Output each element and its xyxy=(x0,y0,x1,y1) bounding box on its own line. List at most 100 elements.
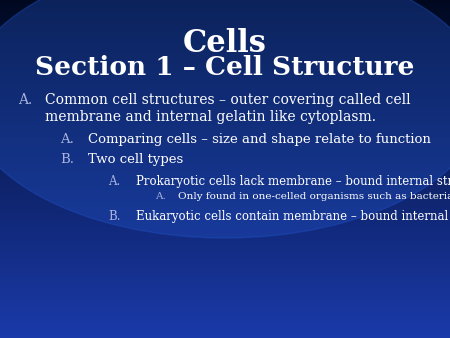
Bar xyxy=(0,1,450,3)
Bar xyxy=(0,284,450,286)
Bar xyxy=(0,110,450,112)
Bar xyxy=(0,187,450,189)
Bar xyxy=(0,32,450,34)
Bar xyxy=(0,329,450,331)
Bar xyxy=(0,54,450,56)
Bar xyxy=(0,218,450,220)
Bar xyxy=(0,229,450,231)
Bar xyxy=(0,323,450,325)
Bar xyxy=(0,158,450,160)
Bar xyxy=(0,141,450,143)
Bar xyxy=(0,223,450,225)
Bar xyxy=(0,311,450,313)
Bar xyxy=(0,70,450,72)
Bar xyxy=(0,286,450,288)
Bar xyxy=(0,78,450,80)
Bar xyxy=(0,161,450,163)
Bar xyxy=(0,205,450,207)
Bar xyxy=(0,307,450,309)
Bar xyxy=(0,215,450,217)
Bar xyxy=(0,154,450,156)
Bar xyxy=(0,316,450,318)
Bar xyxy=(0,169,450,171)
Bar xyxy=(0,36,450,38)
Bar xyxy=(0,66,450,68)
Bar xyxy=(0,300,450,302)
Bar xyxy=(0,82,450,84)
Bar xyxy=(0,46,450,48)
Bar xyxy=(0,62,450,64)
Bar xyxy=(0,3,450,6)
Bar xyxy=(0,150,450,152)
Bar xyxy=(0,182,450,184)
Bar xyxy=(0,19,450,21)
Bar xyxy=(0,103,450,105)
Bar xyxy=(0,262,450,264)
Bar xyxy=(0,179,450,182)
Bar xyxy=(0,280,450,282)
Bar xyxy=(0,15,450,17)
Bar xyxy=(0,152,450,154)
Text: Cells: Cells xyxy=(183,28,267,59)
Bar xyxy=(0,20,450,23)
Bar xyxy=(0,52,450,54)
Bar xyxy=(0,216,450,219)
Bar xyxy=(0,56,450,58)
Bar xyxy=(0,90,450,92)
Bar xyxy=(0,126,450,128)
Bar xyxy=(0,25,450,27)
Bar xyxy=(0,51,450,53)
Text: A.: A. xyxy=(18,93,32,107)
Bar xyxy=(0,209,450,211)
Bar xyxy=(0,9,450,11)
Bar xyxy=(0,183,450,185)
Bar xyxy=(0,335,450,337)
Bar xyxy=(0,80,450,82)
Bar xyxy=(0,91,450,94)
Bar xyxy=(0,45,450,47)
Bar xyxy=(0,272,450,274)
Bar xyxy=(0,197,450,199)
Bar xyxy=(0,35,450,37)
Bar xyxy=(0,239,450,241)
Bar xyxy=(0,292,450,294)
Bar xyxy=(0,336,450,338)
Bar xyxy=(0,71,450,73)
Bar xyxy=(0,79,450,81)
Text: Two cell types: Two cell types xyxy=(88,153,183,166)
Bar xyxy=(0,26,450,28)
Bar xyxy=(0,192,450,194)
Bar xyxy=(0,69,450,71)
Bar xyxy=(0,291,450,293)
Bar xyxy=(0,128,450,131)
Bar xyxy=(0,0,450,1)
Bar xyxy=(0,39,450,41)
Bar xyxy=(0,57,450,60)
Bar xyxy=(0,313,450,315)
Bar xyxy=(0,116,450,118)
Bar xyxy=(0,88,450,90)
Text: Section 1 – Cell Structure: Section 1 – Cell Structure xyxy=(35,55,415,80)
Bar xyxy=(0,175,450,177)
Bar xyxy=(0,188,450,190)
Bar xyxy=(0,112,450,114)
Bar xyxy=(0,121,450,123)
Bar xyxy=(0,142,450,144)
Bar xyxy=(0,157,450,159)
Bar xyxy=(0,86,450,88)
Bar xyxy=(0,308,450,310)
Bar xyxy=(0,208,450,210)
Bar xyxy=(0,94,450,96)
Bar xyxy=(0,255,450,257)
Bar xyxy=(0,294,450,296)
Bar xyxy=(0,219,450,221)
Bar xyxy=(0,302,450,304)
Bar xyxy=(0,213,450,215)
Bar xyxy=(0,131,450,133)
Text: Comparing cells – size and shape relate to function: Comparing cells – size and shape relate … xyxy=(88,133,431,146)
Bar xyxy=(0,259,450,261)
Bar xyxy=(0,233,450,236)
Bar xyxy=(0,22,450,24)
Bar xyxy=(0,168,450,170)
Bar xyxy=(0,17,450,19)
